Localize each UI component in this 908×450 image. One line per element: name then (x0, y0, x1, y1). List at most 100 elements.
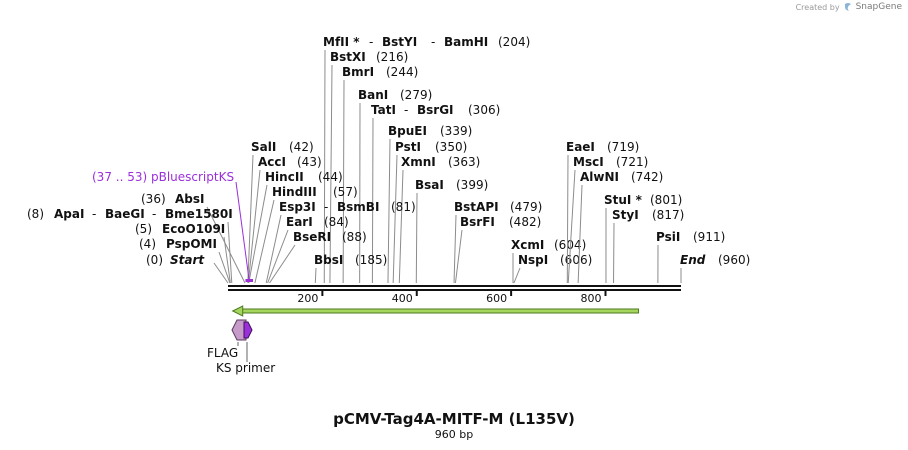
enzyme-position: (84) (324, 215, 349, 229)
enzyme-leader-line (323, 49, 326, 284)
enzyme-site-alwni[interactable]: AlwNI (742) (577, 170, 663, 284)
enzyme-name: BstYI (382, 35, 417, 49)
enzyme-site-stui[interactable]: StuI * (801) (604, 193, 682, 284)
credit-brand: SnapGene (855, 2, 902, 12)
enzyme-name: AlwNI (580, 170, 619, 184)
snapgene-logo-icon (844, 3, 851, 11)
enzyme-name: BmrI (342, 65, 374, 79)
enzyme-name: SalI (251, 140, 276, 154)
sequence-start-marker: (0) Start (146, 253, 229, 284)
enzyme-site-psii[interactable]: PsiI (911) (656, 230, 725, 284)
enzyme-name: ApaI (54, 207, 84, 221)
plasmid-linear-map: MfII * - BstYI - BamHI (204) BstXI (216)BmrI (24… (27, 35, 750, 375)
start-leader-line (213, 262, 229, 284)
enzyme-leader-line (206, 206, 246, 284)
enzyme-name: Bme1580I (165, 207, 233, 221)
enzyme-leader-line (254, 199, 275, 284)
end-position: (960) (718, 253, 750, 267)
enzyme-name: BamHI (444, 35, 488, 49)
enzyme-site-hincii[interactable]: HincII (44) (248, 170, 343, 284)
enzyme-site-esp3i[interactable]: Esp3I - BsmBI (81) (265, 200, 416, 284)
enzyme-site-styi[interactable]: StyI (817) (612, 208, 684, 284)
enzyme-name: MfII * (323, 35, 360, 49)
primer-site-pbluescriptks[interactable]: (37 .. 53) pBluescriptKS (92, 170, 254, 282)
enzyme-site-bsrfi[interactable]: BsrFI (482) (454, 215, 541, 284)
enzyme-position: (606) (560, 253, 592, 267)
enzyme-site-msci[interactable]: MscI (721) (567, 155, 648, 284)
plasmid-length: 960 bp (434, 428, 474, 441)
enzyme-site-bani[interactable]: BanI (279) (358, 88, 432, 284)
enzyme-position: (42) (289, 140, 314, 154)
enzyme-position: (81) (391, 200, 416, 214)
enzyme-site-beseri[interactable]: BseRI (88) (269, 230, 367, 284)
enzyme-position: (204) (498, 35, 530, 49)
enzyme-position: (244) (386, 65, 418, 79)
enzyme-site-nspi[interactable]: NspI (606) (513, 253, 592, 284)
enzyme-site-sali[interactable]: SalI (42) (247, 140, 314, 284)
enzyme-leader-line (223, 236, 231, 284)
enzyme-name: BsaI (415, 178, 444, 192)
enzyme-leader-line (269, 244, 296, 284)
enzyme-position: (8) (27, 207, 44, 221)
enzyme-site-bstxi[interactable]: BstXI (216) (329, 50, 408, 284)
enzyme-name: BanI (358, 88, 388, 102)
enzyme-site-bsai[interactable]: BsaI (399) (415, 178, 488, 284)
enzyme-leader-line (247, 154, 254, 284)
enzyme-site-hindiii[interactable]: HindIII (57) (254, 185, 358, 284)
feature-flag[interactable]: FLAG (207, 319, 247, 360)
enzyme-position: (216) (376, 50, 408, 64)
enzyme-site-bbsi[interactable]: BbsI (185) (314, 253, 387, 284)
enzyme-position: (742) (631, 170, 663, 184)
enzyme-position: (339) (440, 124, 472, 138)
enzyme-leader-line (218, 251, 231, 284)
enzyme-site-ecoo109i[interactable]: (5) EcoO109I (135, 222, 231, 284)
enzyme-position: (399) (456, 178, 488, 192)
enzyme-site-apai[interactable]: (8) ApaI - BaeGI - Bme1580I (27, 207, 233, 284)
enzyme-site-absi[interactable]: (36) AbsI (141, 192, 246, 284)
enzyme-name: XmnI (401, 155, 436, 169)
enzyme-position: (363) (448, 155, 480, 169)
enzyme-site-acci[interactable]: AccI (43) (247, 155, 322, 284)
enzyme-position: (306) (468, 103, 500, 117)
enzyme-leader-line (342, 79, 345, 284)
enzyme-name: PsiI (656, 230, 680, 244)
enzyme-leader-line (453, 214, 457, 284)
enzyme-position: (36) (141, 192, 166, 206)
enzyme-position: (88) (342, 230, 367, 244)
enzyme-name: BaeGI (105, 207, 145, 221)
enzyme-site-mfli[interactable]: MfII * - BstYI - BamHI (204) (323, 35, 530, 284)
enzyme-leader-line (577, 184, 583, 284)
enzyme-separator: - (324, 200, 328, 214)
start-position: (0) (146, 253, 163, 267)
enzyme-leader-line (371, 117, 374, 284)
enzyme-site-psti[interactable]: PstI (350) (392, 140, 467, 284)
enzyme-site-xmni[interactable]: XmnI (363) (398, 155, 480, 284)
enzyme-site-tati[interactable]: TatI - BsrGI (306) (371, 103, 500, 284)
primer-site-mark (245, 279, 254, 282)
enzyme-site-eaei[interactable]: EaeI (719) (566, 140, 639, 284)
enzyme-site-eari[interactable]: EarI (84) (267, 215, 349, 284)
enzyme-position: (911) (693, 230, 725, 244)
enzyme-site-bmri[interactable]: BmrI (244) (342, 65, 418, 284)
enzyme-leader-line (566, 154, 569, 284)
enzyme-position: (4) (139, 237, 156, 251)
enzyme-name: PstI (395, 140, 421, 154)
enzyme-site-pspomi[interactable]: (4) PspOMI (139, 237, 231, 284)
enzyme-site-bstapi[interactable]: BstAPI (479) (453, 200, 542, 284)
enzyme-name: EarI (286, 215, 313, 229)
enzyme-leader-line (247, 169, 261, 284)
enzyme-name: BsmBI (337, 200, 379, 214)
feature-orf[interactable] (231, 305, 640, 317)
enzyme-position: (479) (510, 200, 542, 214)
enzyme-name: BsrFI (460, 215, 495, 229)
enzyme-leader-line (248, 184, 268, 284)
enzyme-leader-line (392, 154, 398, 284)
enzyme-name: BbsI (314, 253, 343, 267)
orf-arrow-body (240, 308, 640, 314)
enzyme-separator: - (152, 207, 156, 221)
enzyme-position: (350) (435, 140, 467, 154)
feature-ks[interactable]: KS primer (216, 321, 275, 375)
enzyme-position: (719) (607, 140, 639, 154)
enzyme-site-bpuei[interactable]: BpuEI (339) (387, 124, 472, 284)
credit-text: Created by (795, 2, 840, 12)
